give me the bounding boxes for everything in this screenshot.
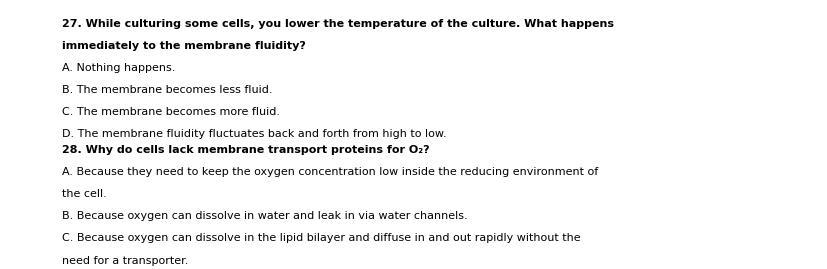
Text: D. The membrane fluidity fluctuates back and forth from high to low.: D. The membrane fluidity fluctuates back… bbox=[62, 129, 447, 139]
Text: 27. While culturing some cells, you lower the temperature of the culture. What h: 27. While culturing some cells, you lowe… bbox=[62, 19, 614, 29]
Text: A. Because they need to keep the oxygen concentration low inside the reducing en: A. Because they need to keep the oxygen … bbox=[62, 167, 598, 177]
Text: B. The membrane becomes less fluid.: B. The membrane becomes less fluid. bbox=[62, 85, 272, 95]
Text: A. Nothing happens.: A. Nothing happens. bbox=[62, 63, 175, 73]
Text: C. Because oxygen can dissolve in the lipid bilayer and diffuse in and out rapid: C. Because oxygen can dissolve in the li… bbox=[62, 233, 580, 243]
Text: immediately to the membrane fluidity?: immediately to the membrane fluidity? bbox=[62, 41, 306, 51]
Text: need for a transporter.: need for a transporter. bbox=[62, 256, 189, 266]
Text: 28. Why do cells lack membrane transport proteins for O₂?: 28. Why do cells lack membrane transport… bbox=[62, 145, 429, 155]
Text: B. Because oxygen can dissolve in water and leak in via water channels.: B. Because oxygen can dissolve in water … bbox=[62, 211, 467, 221]
Text: the cell.: the cell. bbox=[62, 189, 107, 199]
Text: C. The membrane becomes more fluid.: C. The membrane becomes more fluid. bbox=[62, 107, 280, 117]
